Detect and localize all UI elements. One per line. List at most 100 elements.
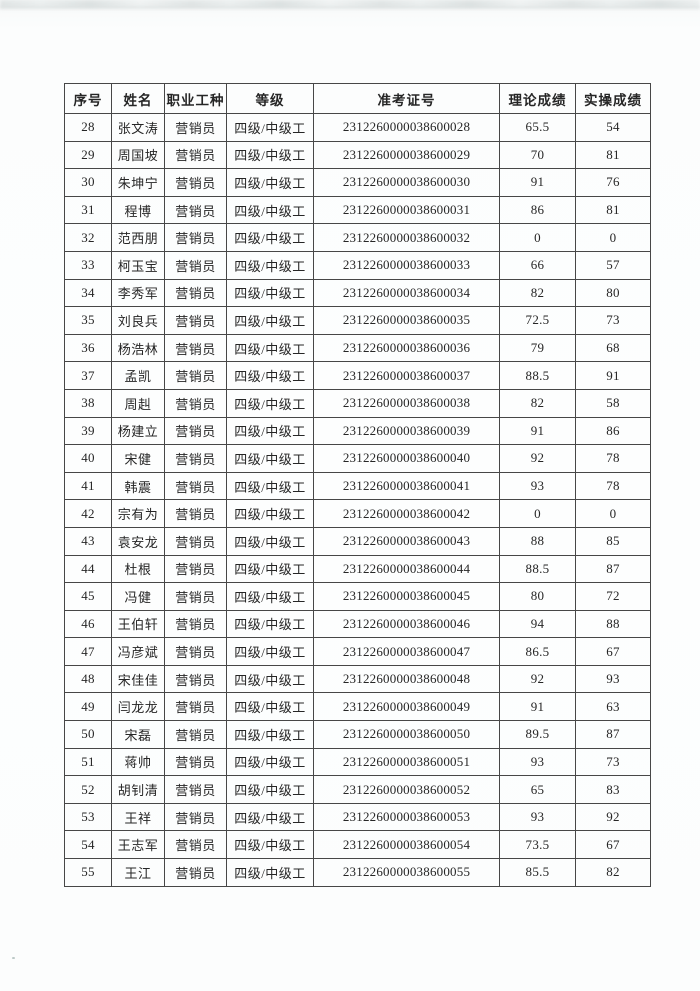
exam-results-table: 序号 姓名 职业工种 等级 准考证号 理论成绩 实操成绩 28 张文涛 营销员 … [64,83,651,887]
cell-level: 四级/中级工 [226,858,314,887]
scan-artifact-top [0,0,700,8]
cell-ticket-number: 2312260000038600040 [313,444,500,473]
cell-level: 四级/中级工 [226,223,314,252]
cell-level: 四级/中级工 [226,637,314,666]
cell-practical-score: 68 [575,333,651,363]
table-row: 42 宗有为 营销员 四级/中级工 2312260000038600042 0 … [64,499,651,528]
cell-index: 41 [64,471,112,501]
cell-ticket-number: 2312260000038600055 [313,858,500,887]
cell-theory-score: 86.5 [499,637,576,666]
cell-theory-score: 93 [499,471,576,501]
cell-theory-score: 93 [499,802,576,832]
cell-theory-score: 85.5 [499,858,576,887]
cell-job: 营销员 [164,499,227,528]
table-row: 54 王志军 营销员 四级/中级工 2312260000038600054 73… [64,830,651,860]
cell-job: 营销员 [164,720,227,749]
cell-name: 宋磊 [111,720,165,749]
cell-level: 四级/中级工 [226,361,314,390]
cell-name: 李秀军 [111,278,165,308]
cell-level: 四级/中级工 [226,444,314,473]
table-row: 46 王伯轩 营销员 四级/中级工 2312260000038600046 94… [64,609,651,639]
cell-level: 四级/中级工 [226,140,314,170]
cell-name: 范西朋 [111,223,165,252]
cell-practical-score: 80 [575,278,651,308]
column-header-index: 序号 [64,83,112,114]
column-header-ticket: 准考证号 [313,83,500,114]
cell-practical-score: 82 [575,858,651,887]
cell-level: 四级/中级工 [226,168,314,197]
cell-job: 营销员 [164,223,227,252]
cell-name: 刘良兵 [111,306,165,335]
cell-index: 31 [64,195,112,225]
cell-job: 营销员 [164,444,227,473]
cell-name: 周国坡 [111,140,165,170]
cell-ticket-number: 2312260000038600042 [313,499,500,528]
cell-level: 四级/中级工 [226,830,314,860]
cell-level: 四级/中级工 [226,664,314,694]
cell-level: 四级/中级工 [226,720,314,749]
cell-theory-score: 70 [499,140,576,170]
cell-name: 王祥 [111,802,165,832]
cell-practical-score: 83 [575,775,651,804]
cell-index: 35 [64,306,112,335]
cell-practical-score: 73 [575,747,651,777]
cell-level: 四级/中级工 [226,250,314,280]
cell-job: 营销员 [164,582,227,611]
cell-name: 杨建立 [111,416,165,446]
cell-index: 44 [64,554,112,584]
cell-practical-score: 81 [575,195,651,225]
cell-name: 孟凯 [111,361,165,390]
cell-name: 程博 [111,195,165,225]
table-row: 34 李秀军 营销员 四级/中级工 2312260000038600034 82… [64,278,651,308]
cell-ticket-number: 2312260000038600037 [313,361,500,390]
cell-ticket-number: 2312260000038600029 [313,140,500,170]
cell-theory-score: 82 [499,278,576,308]
cell-level: 四级/中级工 [226,609,314,639]
cell-name: 周赳 [111,388,165,418]
cell-level: 四级/中级工 [226,526,314,556]
cell-ticket-number: 2312260000038600036 [313,333,500,363]
cell-index: 49 [64,692,112,722]
table-row: 43 袁安龙 营销员 四级/中级工 2312260000038600043 88… [64,526,651,556]
cell-practical-score: 81 [575,140,651,170]
cell-practical-score: 58 [575,388,651,418]
cell-practical-score: 91 [575,361,651,390]
cell-name: 冯健 [111,582,165,611]
column-header-name: 姓名 [111,83,165,114]
cell-index: 28 [64,113,112,142]
cell-ticket-number: 2312260000038600048 [313,664,500,694]
cell-job: 营销员 [164,250,227,280]
cell-ticket-number: 2312260000038600038 [313,388,500,418]
cell-job: 营销员 [164,637,227,666]
cell-name: 杨浩林 [111,333,165,363]
cell-job: 营销员 [164,361,227,390]
cell-level: 四级/中级工 [226,306,314,335]
cell-practical-score: 86 [575,416,651,446]
cell-theory-score: 65.5 [499,113,576,142]
cell-name: 杜根 [111,554,165,584]
cell-ticket-number: 2312260000038600052 [313,775,500,804]
cell-practical-score: 78 [575,444,651,473]
cell-name: 宋健 [111,444,165,473]
scan-artifact-top-fade [0,6,700,11]
cell-level: 四级/中级工 [226,802,314,832]
cell-index: 53 [64,802,112,832]
cell-job: 营销员 [164,113,227,142]
table-row: 28 张文涛 营销员 四级/中级工 2312260000038600028 65… [64,113,651,142]
cell-level: 四级/中级工 [226,113,314,142]
cell-ticket-number: 2312260000038600039 [313,416,500,446]
cell-theory-score: 91 [499,168,576,197]
table-row: 44 杜根 营销员 四级/中级工 2312260000038600044 88.… [64,554,651,584]
table-row: 39 杨建立 营销员 四级/中级工 2312260000038600039 91… [64,416,651,446]
cell-job: 营销员 [164,471,227,501]
cell-index: 32 [64,223,112,252]
table-row: 37 孟凯 营销员 四级/中级工 2312260000038600037 88.… [64,361,651,390]
cell-job: 营销员 [164,140,227,170]
column-header-level: 等级 [226,83,314,114]
table-row: 50 宋磊 营销员 四级/中级工 2312260000038600050 89.… [64,720,651,749]
cell-practical-score: 67 [575,637,651,666]
cell-practical-score: 88 [575,609,651,639]
cell-name: 张文涛 [111,113,165,142]
table-row: 48 宋佳佳 营销员 四级/中级工 2312260000038600048 92… [64,664,651,694]
cell-ticket-number: 2312260000038600046 [313,609,500,639]
